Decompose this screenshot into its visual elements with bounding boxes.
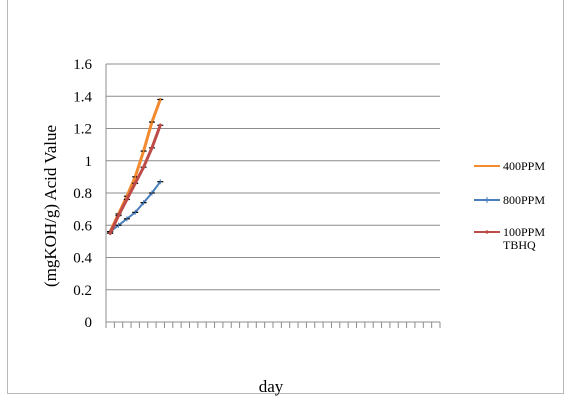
data-point: [158, 123, 163, 128]
y-tick-label: 0.4: [73, 251, 92, 267]
y-axis-title: (mgKOH/g) Acid Value: [41, 125, 60, 287]
data-point: [151, 121, 153, 123]
data-point: [149, 145, 155, 150]
x-axis-title: day: [259, 377, 284, 396]
data-point: [108, 231, 113, 236]
y-tick-label: 0: [85, 315, 93, 331]
y-tick-label: 1.6: [73, 57, 92, 73]
legend-marker: [484, 229, 490, 235]
y-tick-label: 0.6: [73, 218, 92, 234]
chart-frame: [7, 0, 564, 394]
legend-label: 800PPM: [503, 193, 545, 207]
data-point: [159, 98, 162, 101]
legend-item: 400PPM: [474, 159, 545, 173]
data-point: [133, 181, 138, 186]
series-line: [109, 180, 162, 233]
y-tick-labels: 0 0.2 0.4 0.6 0.8 1 1.2 1.4 1.6: [73, 57, 92, 331]
data-point: [116, 213, 121, 218]
series-1: [107, 179, 164, 235]
y-tick-label: 1.4: [73, 89, 92, 105]
y-tick-label: 1.2: [73, 122, 92, 138]
data-point: [142, 150, 145, 152]
legend-item: 100PPM TBHQ: [474, 225, 545, 252]
y-tick-label: 0.2: [73, 283, 92, 299]
gridlines: [106, 63, 440, 291]
legend: 400PPM 800PPM 100PPM TBHQ: [474, 159, 545, 252]
y-tick-label: 0.8: [73, 186, 92, 202]
legend-label: 100PPM TBHQ: [503, 225, 545, 252]
legend-label: 400PPM: [503, 159, 545, 173]
legend-item: 800PPM: [474, 193, 545, 207]
series-2: [107, 123, 164, 236]
data-point: [124, 197, 129, 202]
data-point: [141, 165, 146, 170]
y-tick-label: 1: [85, 154, 93, 170]
series-lines: [107, 97, 164, 236]
x-tick-marks: [105, 322, 441, 328]
data-point: [134, 176, 137, 178]
